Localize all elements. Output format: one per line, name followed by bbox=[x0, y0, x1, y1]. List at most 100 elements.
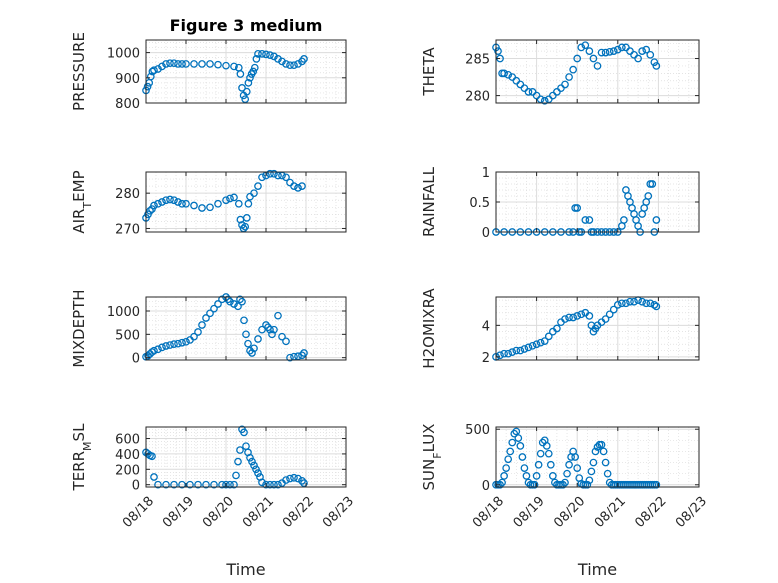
data-point bbox=[214, 199, 222, 208]
data-point bbox=[542, 442, 551, 450]
data-point bbox=[178, 338, 186, 347]
y-axis-label: MIXDEPTH bbox=[70, 289, 88, 367]
data-point bbox=[581, 41, 590, 50]
data-point bbox=[536, 449, 545, 458]
data-point bbox=[282, 173, 290, 182]
y-axis-label: TERRMSL bbox=[70, 423, 94, 492]
data-point bbox=[262, 50, 270, 59]
data-point bbox=[516, 346, 525, 355]
data-point bbox=[609, 47, 618, 55]
data-point bbox=[634, 54, 642, 63]
data-point bbox=[150, 346, 158, 355]
data-point bbox=[510, 429, 519, 438]
data-point bbox=[258, 50, 266, 58]
data-point bbox=[638, 297, 647, 306]
data-point bbox=[286, 61, 294, 70]
data-point bbox=[609, 305, 618, 314]
data-point bbox=[622, 299, 630, 308]
data-point bbox=[144, 450, 152, 458]
data-point bbox=[298, 182, 306, 190]
data-point bbox=[520, 345, 529, 353]
data-point bbox=[226, 194, 234, 203]
data-point bbox=[494, 47, 502, 55]
data-point bbox=[593, 62, 602, 70]
data-point bbox=[298, 351, 306, 360]
data-point bbox=[262, 321, 270, 329]
x-tick-label: 08/22 bbox=[280, 494, 317, 531]
data-point bbox=[650, 301, 659, 309]
chart-title: Figure 3 medium bbox=[170, 16, 323, 35]
data-point bbox=[587, 467, 596, 476]
data-point bbox=[589, 458, 598, 467]
data-point bbox=[546, 460, 555, 469]
data-point bbox=[605, 48, 614, 56]
data-point bbox=[504, 349, 513, 358]
y-axis-label: AIRTEMP bbox=[70, 170, 94, 233]
data-point bbox=[240, 428, 248, 437]
data-point bbox=[534, 460, 543, 469]
data-point bbox=[508, 438, 517, 447]
x-tick-label: 08/21 bbox=[240, 494, 277, 531]
data-point bbox=[642, 45, 651, 54]
y-tick-label: 1000 bbox=[107, 47, 140, 62]
data-point bbox=[202, 480, 210, 489]
data-point bbox=[143, 82, 152, 91]
data-point bbox=[236, 295, 244, 304]
data-point bbox=[258, 478, 266, 487]
data-point bbox=[585, 47, 594, 55]
data-point bbox=[244, 199, 253, 208]
data-point bbox=[618, 299, 626, 308]
data-point bbox=[246, 453, 254, 462]
data-point bbox=[182, 337, 190, 346]
y-tick-label: 900 bbox=[115, 72, 140, 87]
data-point bbox=[206, 203, 214, 212]
data-point bbox=[618, 43, 626, 52]
data-point bbox=[170, 59, 178, 68]
axes-box bbox=[145, 296, 347, 361]
data-point bbox=[162, 342, 170, 350]
data-point bbox=[626, 297, 634, 306]
data-point bbox=[268, 330, 276, 339]
data-point bbox=[528, 341, 537, 350]
data-point bbox=[500, 472, 508, 480]
data-point bbox=[174, 198, 182, 206]
data-point bbox=[569, 65, 577, 74]
data-point bbox=[158, 343, 166, 352]
data-point bbox=[270, 169, 278, 178]
data-point bbox=[530, 480, 539, 489]
data-point bbox=[294, 352, 302, 361]
data-point bbox=[254, 182, 262, 190]
x-tick-label: 08/19 bbox=[511, 494, 548, 531]
data-point bbox=[222, 480, 230, 489]
data-point bbox=[170, 196, 178, 205]
data-point bbox=[202, 314, 210, 322]
data-point bbox=[182, 199, 190, 208]
data-point bbox=[620, 216, 628, 224]
data-point bbox=[589, 54, 598, 63]
y-tick-label: 280 bbox=[465, 90, 490, 105]
x-tick-label: 08/20 bbox=[200, 494, 237, 531]
data-point bbox=[504, 70, 513, 79]
data-point bbox=[246, 346, 254, 355]
subplot-4: 0 0.5 1 RAINFALL bbox=[420, 166, 700, 241]
x-tick-label: 08/23 bbox=[673, 494, 710, 531]
data-point bbox=[250, 63, 259, 72]
y-tick-label: 400 bbox=[115, 448, 140, 463]
x-axis-label: Time bbox=[225, 560, 265, 579]
data-point bbox=[266, 51, 274, 59]
data-point bbox=[500, 349, 508, 358]
data-point bbox=[232, 471, 240, 480]
y-tick-label: 0 bbox=[132, 352, 140, 367]
series-markers bbox=[492, 427, 661, 489]
x-axis-label: Time bbox=[577, 560, 617, 579]
data-point bbox=[585, 216, 594, 224]
y-tick-label: 500 bbox=[115, 328, 140, 343]
data-point bbox=[601, 48, 610, 57]
data-point bbox=[300, 479, 308, 488]
x-tick-label: 08/22 bbox=[632, 494, 669, 531]
y-tick-label: 0 bbox=[132, 479, 140, 494]
data-point bbox=[565, 460, 573, 469]
data-point bbox=[524, 343, 533, 352]
